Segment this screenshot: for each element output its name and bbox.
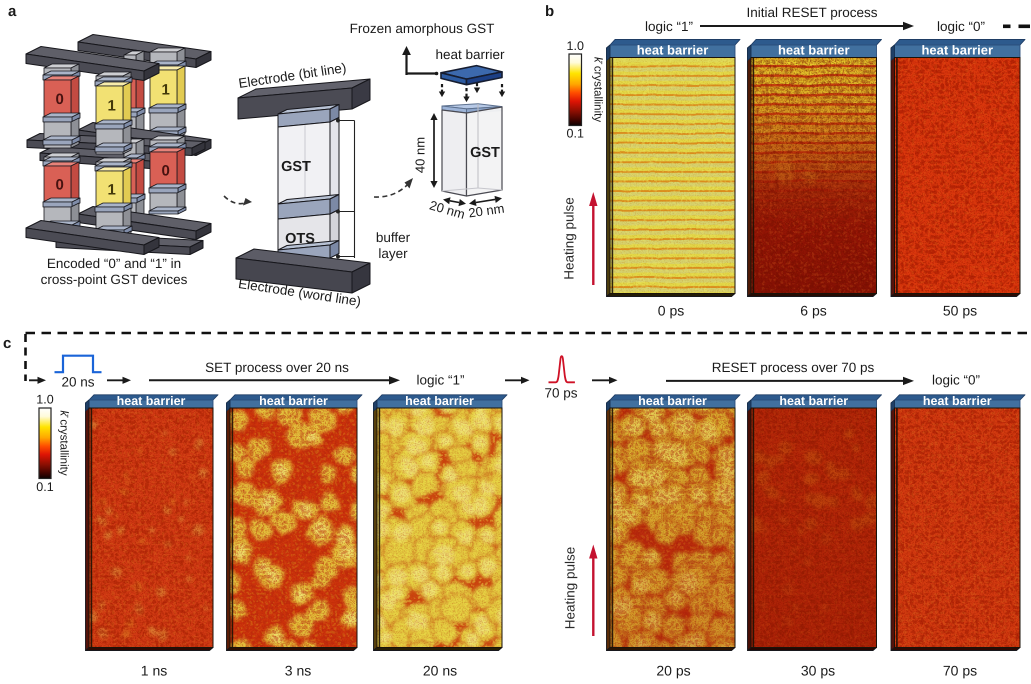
svg-text:OTS: OTS <box>285 231 315 247</box>
svg-text:heat barrier: heat barrier <box>435 47 505 62</box>
svg-text:heat barrier: heat barrier <box>117 394 186 408</box>
svg-text:heat barrier: heat barrier <box>779 394 848 408</box>
svg-text:GST: GST <box>281 159 311 175</box>
svg-text:heat barrier: heat barrier <box>778 43 850 58</box>
svg-text:70 ps: 70 ps <box>544 386 577 401</box>
svg-text:c: c <box>3 335 11 352</box>
svg-text:1 ns: 1 ns <box>141 663 167 679</box>
svg-text:cross-point GST devices: cross-point GST devices <box>41 272 188 287</box>
svg-text:k̄ crystallinity: k̄ crystallinity <box>58 410 70 475</box>
svg-text:Encoded “0” and “1” in: Encoded “0” and “1” in <box>47 256 181 271</box>
svg-text:0: 0 <box>161 163 169 180</box>
svg-text:a: a <box>8 3 17 20</box>
svg-text:20 ps: 20 ps <box>656 663 690 679</box>
svg-text:Frozen amorphous GST: Frozen amorphous GST <box>350 21 495 36</box>
svg-text:70 ps: 70 ps <box>943 663 977 679</box>
svg-text:k̄ crystallinity: k̄ crystallinity <box>592 57 604 122</box>
svg-text:heat barrier: heat barrier <box>637 43 709 58</box>
svg-text:logic “0”: logic “0” <box>937 19 985 34</box>
svg-text:Heating pulse: Heating pulse <box>563 547 578 630</box>
svg-text:buffer: buffer <box>376 230 411 245</box>
svg-text:20 ns: 20 ns <box>61 375 94 390</box>
svg-text:0.1: 0.1 <box>36 480 53 494</box>
svg-text:0 ps: 0 ps <box>658 303 684 319</box>
svg-text:heat barrier: heat barrier <box>638 394 707 408</box>
svg-text:heat barrier: heat barrier <box>921 43 993 58</box>
svg-text:RESET process over 70 ps: RESET process over 70 ps <box>712 360 875 375</box>
svg-text:1: 1 <box>161 82 169 99</box>
svg-text:0: 0 <box>55 177 63 194</box>
svg-text:GST: GST <box>470 145 500 161</box>
svg-text:logic “0”: logic “0” <box>932 373 980 388</box>
svg-text:20 ns: 20 ns <box>423 663 457 679</box>
svg-text:3 ns: 3 ns <box>285 663 311 679</box>
svg-text:b: b <box>545 3 554 20</box>
svg-text:1: 1 <box>107 98 115 115</box>
svg-text:Heating pulse: Heating pulse <box>562 197 577 280</box>
svg-text:20 nm: 20 nm <box>467 201 505 221</box>
svg-text:logic “1”: logic “1” <box>416 373 464 388</box>
svg-text:SET process over 20 ns: SET process over 20 ns <box>205 360 349 375</box>
svg-text:30 ps: 30 ps <box>801 663 835 679</box>
svg-text:heat barrier: heat barrier <box>923 394 992 408</box>
svg-text:logic “1”: logic “1” <box>645 19 693 34</box>
svg-text:40 nm: 40 nm <box>413 137 428 173</box>
svg-text:1: 1 <box>107 182 115 199</box>
svg-text:layer: layer <box>378 246 408 261</box>
svg-text:1.0: 1.0 <box>567 39 584 53</box>
svg-text:0.1: 0.1 <box>567 127 584 141</box>
svg-text:heat barrier: heat barrier <box>405 394 474 408</box>
svg-text:1.0: 1.0 <box>36 393 53 407</box>
svg-text:0: 0 <box>55 91 63 108</box>
svg-text:heat barrier: heat barrier <box>259 394 328 408</box>
svg-text:Initial RESET process: Initial RESET process <box>746 5 877 20</box>
svg-text:6 ps: 6 ps <box>800 303 826 319</box>
svg-text:50 ps: 50 ps <box>943 303 977 319</box>
